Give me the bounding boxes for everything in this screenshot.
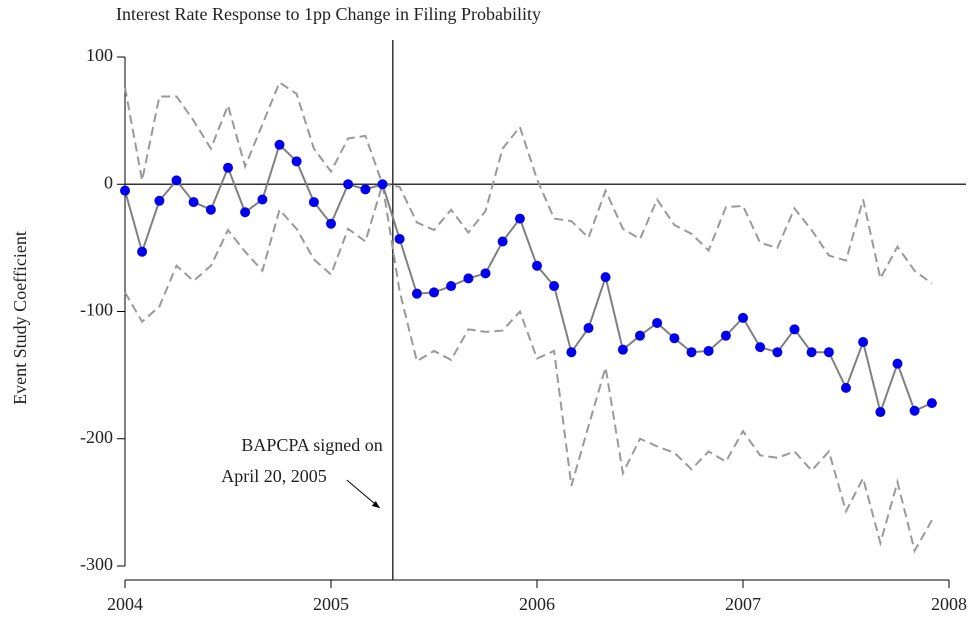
- data-point: [394, 233, 405, 244]
- data-point: [532, 260, 542, 271]
- x-tick-label: 2008: [931, 594, 967, 614]
- annotation: April 20, 2005: [221, 466, 327, 486]
- data-point: [223, 162, 233, 173]
- data-point: [188, 197, 199, 208]
- data-point: [291, 156, 302, 167]
- x-tick-label: 2005: [313, 594, 349, 614]
- data-point: [274, 139, 285, 150]
- annotation-arrowhead: [371, 501, 380, 508]
- data-point: [738, 312, 748, 323]
- data-point: [858, 337, 869, 348]
- x-tick-label: 2007: [725, 594, 761, 614]
- data-point: [806, 347, 817, 358]
- data-point: [411, 288, 422, 299]
- data-point: [617, 344, 628, 355]
- data-point: [841, 382, 851, 393]
- data-point: [566, 347, 577, 358]
- series-line: [124, 183, 933, 554]
- y-tick-label: -200: [80, 427, 113, 447]
- data-point: [120, 185, 130, 196]
- data-point: [377, 179, 388, 190]
- data-point: [308, 197, 319, 208]
- data-point: [240, 207, 251, 218]
- data-point: [154, 195, 165, 206]
- data-point: [171, 175, 182, 186]
- data-point: [772, 347, 783, 358]
- y-tick-label: -100: [80, 300, 113, 320]
- data-point: [514, 213, 525, 224]
- data-point: [326, 218, 336, 229]
- y-tick-label: 0: [104, 172, 113, 192]
- data-point: [583, 323, 594, 334]
- data-point: [205, 204, 216, 215]
- data-point: [497, 236, 508, 247]
- data-point: [635, 330, 645, 341]
- data-point: [720, 330, 731, 341]
- data-point: [429, 287, 439, 298]
- data-point: [703, 345, 714, 356]
- data-point: [446, 281, 457, 292]
- y-tick-label: -300: [80, 554, 113, 574]
- data-point: [789, 324, 800, 335]
- y-tick-label: 100: [86, 45, 113, 65]
- data-point: [875, 407, 886, 418]
- data-point: [463, 273, 474, 284]
- data-point: [686, 347, 697, 358]
- data-point: [926, 398, 937, 409]
- data-point: [360, 184, 371, 195]
- data-point: [343, 179, 354, 190]
- data-point: [257, 194, 268, 205]
- data-point: [892, 358, 903, 369]
- data-point: [600, 272, 611, 283]
- data-point: [549, 281, 560, 292]
- data-point: [823, 347, 834, 358]
- data-point: [755, 342, 766, 353]
- y-axis-label: Event Study Coefficient: [10, 231, 30, 405]
- data-point: [669, 333, 680, 344]
- series-line: [124, 80, 933, 285]
- data-point: [652, 317, 663, 328]
- data-point: [137, 246, 148, 257]
- data-point: [480, 268, 491, 279]
- x-tick-label: 2006: [519, 594, 555, 614]
- x-tick-label: 2004: [107, 594, 143, 614]
- chart-title: Interest Rate Response to 1pp Change in …: [116, 4, 541, 24]
- annotation: BAPCPA signed on: [241, 435, 382, 455]
- data-point: [909, 405, 920, 416]
